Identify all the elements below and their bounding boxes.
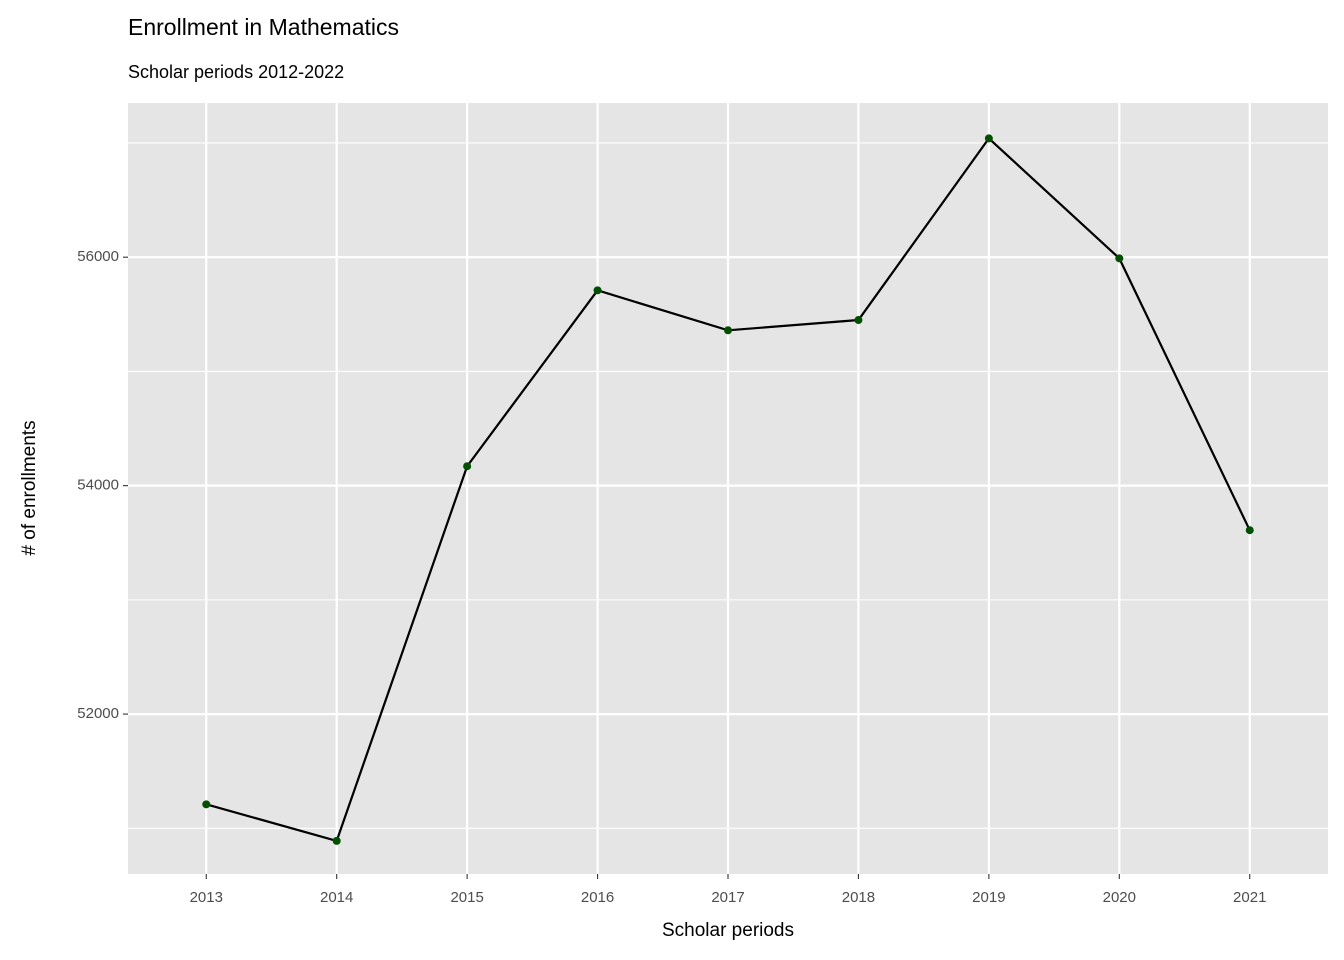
y-tick-label: 56000 [77,248,119,265]
x-tick-label: 2018 [842,889,875,906]
x-tick-label: 2013 [190,889,223,906]
x-tick-label: 2017 [711,889,744,906]
x-tick-label: 2021 [1233,889,1266,906]
y-axis-title: # of enrollments [19,420,40,555]
y-tick-label: 54000 [77,477,119,494]
x-tick-label: 2014 [320,889,353,906]
x-axis-title: Scholar periods [662,920,794,941]
x-tick-label: 2019 [972,889,1005,906]
chart-title: Enrollment in Mathematics [128,14,399,40]
point [202,800,211,809]
point [463,462,472,471]
point [984,134,993,143]
point [1245,526,1254,535]
x-tick-label: 2015 [450,889,483,906]
chart-subtitle: Scholar periods 2012-2022 [128,62,344,82]
point [854,316,863,325]
x-tick-label: 2016 [581,889,614,906]
point [593,286,602,295]
point [1115,254,1124,263]
point [332,836,341,845]
point [724,326,732,335]
x-tick-label: 2020 [1103,889,1136,906]
y-tick-label: 52000 [77,705,119,722]
